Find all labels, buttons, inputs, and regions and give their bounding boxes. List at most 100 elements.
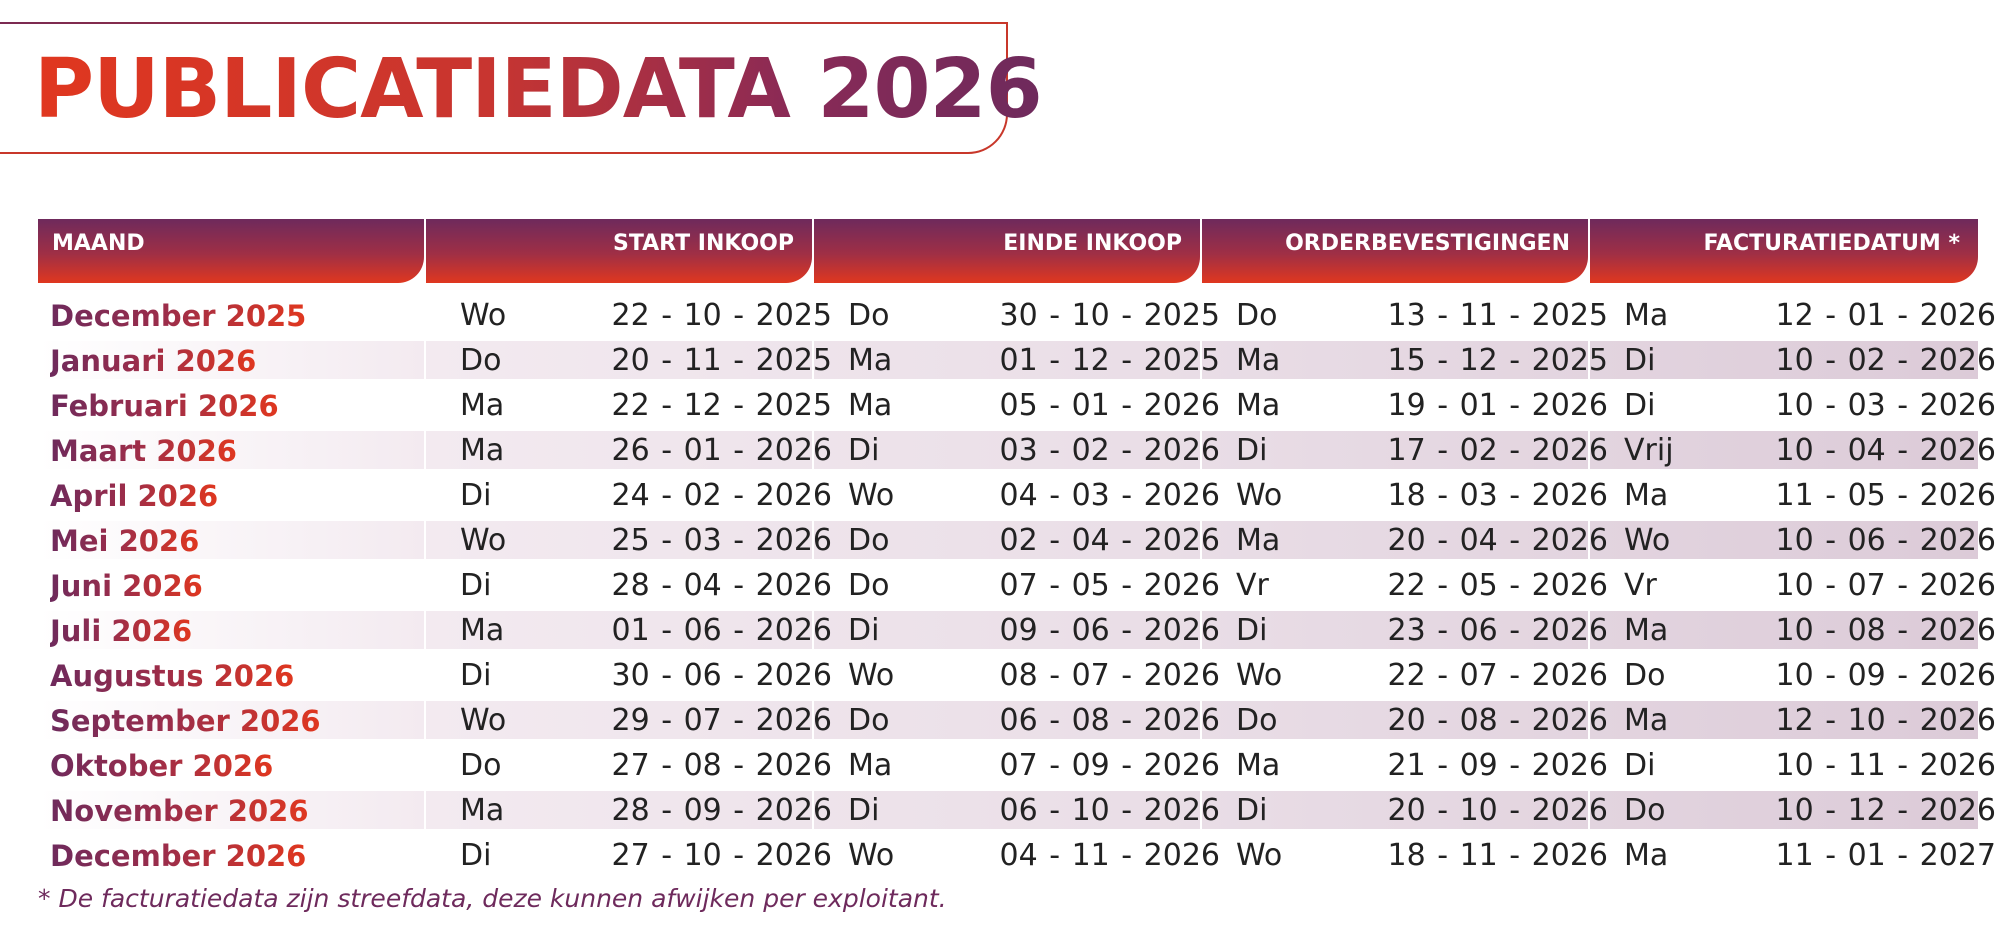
factuur-day: Vrij bbox=[1624, 433, 1674, 468]
factuur-day: Vr bbox=[1624, 568, 1657, 603]
order-day: Do bbox=[1236, 298, 1278, 333]
month-label: Juni 2026 bbox=[50, 566, 203, 606]
order-day: Wo bbox=[1236, 658, 1283, 693]
month-label: Maart 2026 bbox=[50, 431, 237, 471]
factuur-day: Wo bbox=[1624, 523, 1671, 558]
order-date: 17 - 02 - 2026 bbox=[1387, 433, 1609, 468]
order-date: 22 - 05 - 2026 bbox=[1387, 568, 1609, 603]
table-row: Maart 2026 Ma 26 - 01 - 2026 Di 03 - 02 - 20… bbox=[38, 427, 1996, 472]
factuur-date: 10 - 08 - 2026 bbox=[1775, 613, 1997, 648]
header-einde-inkoop: EINDE INKOOP bbox=[814, 219, 1200, 283]
start-day: Di bbox=[460, 568, 492, 603]
order-date: 22 - 07 - 2026 bbox=[1387, 658, 1609, 693]
start-day: Ma bbox=[460, 388, 505, 423]
order-day: Ma bbox=[1236, 343, 1281, 378]
order-date: 18 - 03 - 2026 bbox=[1387, 478, 1609, 513]
factuur-date: 10 - 07 - 2026 bbox=[1775, 568, 1997, 603]
start-day: Do bbox=[460, 343, 502, 378]
page-title: PUBLICATIEDATA 2026 bbox=[34, 42, 1043, 137]
order-day: Ma bbox=[1236, 748, 1281, 783]
einde-day: Wo bbox=[848, 478, 895, 513]
einde-day: Di bbox=[848, 793, 880, 828]
order-date: 13 - 11 - 2025 bbox=[1387, 298, 1609, 333]
factuur-date: 11 - 01 - 2027 bbox=[1775, 838, 1997, 873]
einde-date: 06 - 10 - 2026 bbox=[999, 793, 1221, 828]
order-day: Do bbox=[1236, 703, 1278, 738]
factuur-day: Di bbox=[1624, 388, 1656, 423]
order-day: Di bbox=[1236, 793, 1268, 828]
factuur-day: Di bbox=[1624, 343, 1656, 378]
factuur-day: Ma bbox=[1624, 613, 1669, 648]
month-label: December 2025 bbox=[50, 296, 306, 336]
table-row: September 2026 Wo 29 - 07 - 2026 Do 06 - 08 … bbox=[38, 697, 1996, 742]
table-row: Juli 2026 Ma 01 - 06 - 2026 Di 09 - 06 - 202… bbox=[38, 607, 1996, 652]
month-label: November 2026 bbox=[50, 791, 309, 831]
einde-date: 30 - 10 - 2025 bbox=[999, 298, 1221, 333]
einde-date: 04 - 11 - 2026 bbox=[999, 838, 1221, 873]
start-date: 27 - 10 - 2026 bbox=[611, 838, 833, 873]
einde-day: Ma bbox=[848, 388, 893, 423]
einde-day: Do bbox=[848, 568, 890, 603]
order-day: Ma bbox=[1236, 523, 1281, 558]
factuur-date: 10 - 04 - 2026 bbox=[1775, 433, 1997, 468]
start-date: 27 - 08 - 2026 bbox=[611, 748, 833, 783]
order-date: 23 - 06 - 2026 bbox=[1387, 613, 1609, 648]
header-facturatiedatum: FACTURATIEDATUM * bbox=[1590, 219, 1978, 283]
einde-day: Do bbox=[848, 703, 890, 738]
einde-date: 02 - 04 - 2026 bbox=[999, 523, 1221, 558]
table-row: Mei 2026 Wo 25 - 03 - 2026 Do 02 - 04 - 2026… bbox=[38, 517, 1996, 562]
order-day: Di bbox=[1236, 613, 1268, 648]
footnote: * De facturatiedata zijn streefdata, dez… bbox=[38, 884, 947, 913]
einde-date: 07 - 05 - 2026 bbox=[999, 568, 1221, 603]
table-row: December 2026 Di 27 - 10 - 2026 Wo 04 - 11 -… bbox=[38, 832, 1996, 877]
start-day: Wo bbox=[460, 523, 507, 558]
start-day: Ma bbox=[460, 613, 505, 648]
factuur-date: 10 - 03 - 2026 bbox=[1775, 388, 1997, 423]
order-day: Vr bbox=[1236, 568, 1269, 603]
table-row: Januari 2026 Do 20 - 11 - 2025 Ma 01 - 12 - … bbox=[38, 337, 1996, 382]
start-day: Wo bbox=[460, 298, 507, 333]
start-day: Do bbox=[460, 748, 502, 783]
start-date: 22 - 10 - 2025 bbox=[611, 298, 833, 333]
start-date: 28 - 04 - 2026 bbox=[611, 568, 833, 603]
factuur-date: 10 - 11 - 2026 bbox=[1775, 748, 1997, 783]
factuur-date: 10 - 09 - 2026 bbox=[1775, 658, 1997, 693]
month-label: Januari 2026 bbox=[50, 341, 256, 381]
table-row: Oktober 2026 Do 27 - 08 - 2026 Ma 07 - 09 - … bbox=[38, 742, 1996, 787]
factuur-day: Do bbox=[1624, 793, 1666, 828]
factuur-day: Ma bbox=[1624, 298, 1669, 333]
start-day: Di bbox=[460, 478, 492, 513]
month-label: April 2026 bbox=[50, 476, 218, 516]
einde-date: 03 - 02 - 2026 bbox=[999, 433, 1221, 468]
factuur-date: 10 - 02 - 2026 bbox=[1775, 343, 1997, 378]
month-label: Oktober 2026 bbox=[50, 746, 273, 786]
einde-date: 06 - 08 - 2026 bbox=[999, 703, 1221, 738]
factuur-day: Di bbox=[1624, 748, 1656, 783]
start-day: Di bbox=[460, 658, 492, 693]
order-day: Wo bbox=[1236, 478, 1283, 513]
month-label: Juli 2026 bbox=[50, 611, 192, 651]
start-day: Ma bbox=[460, 793, 505, 828]
factuur-date: 12 - 10 - 2026 bbox=[1775, 703, 1997, 738]
factuur-day: Ma bbox=[1624, 838, 1669, 873]
einde-day: Di bbox=[848, 433, 880, 468]
factuur-date: 10 - 06 - 2026 bbox=[1775, 523, 1997, 558]
einde-day: Ma bbox=[848, 748, 893, 783]
order-day: Wo bbox=[1236, 838, 1283, 873]
einde-day: Do bbox=[848, 523, 890, 558]
einde-day: Wo bbox=[848, 658, 895, 693]
start-date: 24 - 02 - 2026 bbox=[611, 478, 833, 513]
einde-date: 01 - 12 - 2025 bbox=[999, 343, 1221, 378]
order-date: 20 - 08 - 2026 bbox=[1387, 703, 1609, 738]
start-date: 30 - 06 - 2026 bbox=[611, 658, 833, 693]
factuur-date: 10 - 12 - 2026 bbox=[1775, 793, 1997, 828]
start-date: 01 - 06 - 2026 bbox=[611, 613, 833, 648]
order-day: Di bbox=[1236, 433, 1268, 468]
order-date: 21 - 09 - 2026 bbox=[1387, 748, 1609, 783]
start-date: 20 - 11 - 2025 bbox=[611, 343, 833, 378]
order-date: 15 - 12 - 2025 bbox=[1387, 343, 1609, 378]
month-label: Februari 2026 bbox=[50, 386, 279, 426]
factuur-date: 12 - 01 - 2026 bbox=[1775, 298, 1997, 333]
order-day: Ma bbox=[1236, 388, 1281, 423]
einde-day: Do bbox=[848, 298, 890, 333]
